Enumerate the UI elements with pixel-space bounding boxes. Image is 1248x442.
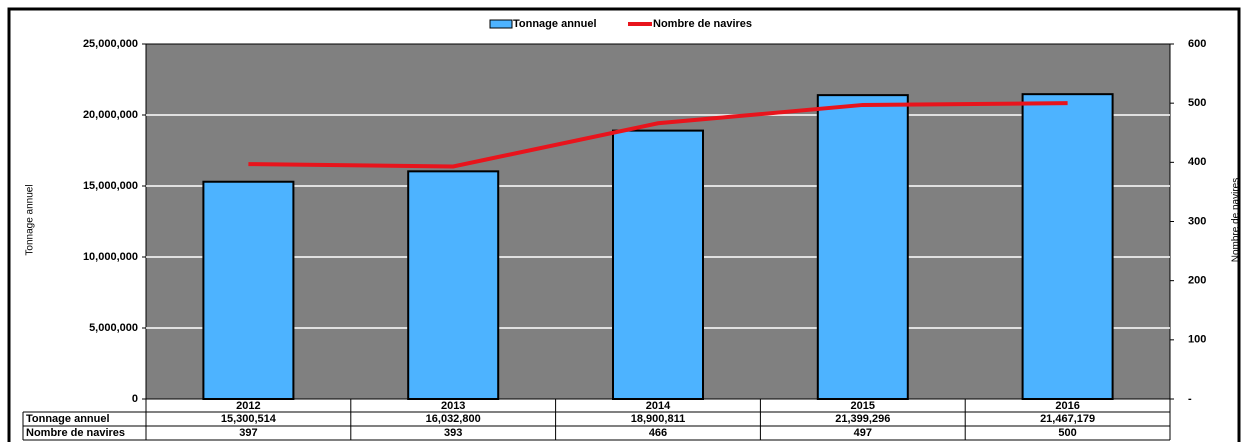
legend-label: Nombre de navires [653,18,752,30]
table-value: 21,399,296 [835,413,890,425]
bar [202,180,295,400]
y-tick-label: 10,000,000 [83,251,138,263]
y2-tick-label: 400 [1188,156,1206,168]
legend-label: Tonnage annuel [513,18,597,30]
x-tick-label: 2012 [236,400,260,412]
x-tick-label: 2013 [441,400,465,412]
x-tick-label: 2014 [646,400,671,412]
x-tick-label: 2015 [851,400,875,412]
y-axis-label: Tonnage annuel [25,184,36,255]
y-tick-label: 0 [132,393,138,405]
bar [1021,93,1114,401]
table-value: 466 [649,427,667,439]
y-tick-label: 20,000,000 [83,109,138,121]
table-value: 15,300,514 [221,413,277,425]
table-row-label: Tonnage annuel [26,413,110,425]
table-value: 393 [444,427,462,439]
table-value: 397 [239,427,257,439]
table-value: 18,900,811 [631,413,685,425]
bar [407,170,500,400]
y2-tick-label: 100 [1188,334,1206,346]
table-row-label: Nombre de navires [26,427,125,439]
table-value: 497 [854,427,872,439]
y2-tick-label: 300 [1188,215,1206,227]
line-series [248,101,1068,169]
x-tick-label: 2016 [1055,400,1079,412]
y2-tick-label: 600 [1188,38,1206,50]
y-tick-label: 15,000,000 [83,180,138,192]
legend-swatch [489,19,513,29]
table-value: 21,467,179 [1040,413,1095,425]
bar [612,129,704,400]
table-value: 500 [1058,427,1076,439]
y-tick-label: 25,000,000 [83,38,138,50]
y2-tick-label: - [1188,393,1192,405]
table-value: 16,032,800 [426,413,481,425]
y2-tick-label: 200 [1188,275,1206,287]
y2-tick-label: 500 [1188,97,1206,109]
y-tick-label: 5,000,000 [89,322,138,334]
y2-axis-label: Nombre de navires [1231,178,1242,262]
bar [816,94,909,400]
